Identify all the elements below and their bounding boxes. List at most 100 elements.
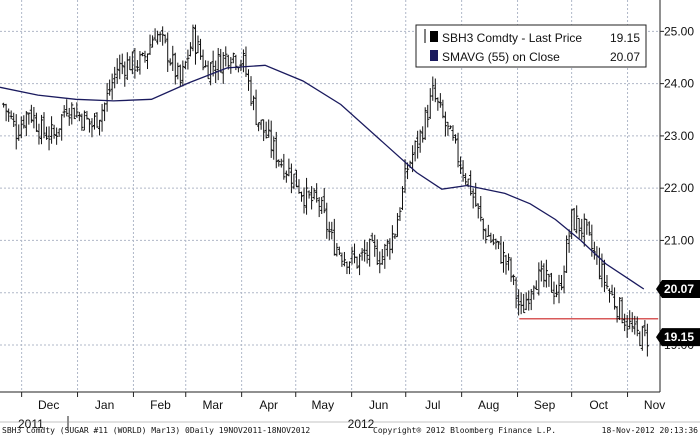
x-month-label: Feb (150, 398, 171, 412)
ohlc-bar (113, 66, 117, 89)
ohlc-bar (52, 124, 56, 139)
ohlc-bar (421, 126, 425, 143)
smavg-series (0, 64, 645, 290)
ohlc-bar (496, 240, 501, 250)
ohlc-bar (49, 116, 54, 144)
ohlc-bar (92, 113, 97, 130)
ohlc-bar (638, 331, 642, 347)
footer-right: 18-Nov-2012 20:13:36 (602, 426, 699, 435)
ohlc-bar (221, 52, 225, 84)
x-year-label: 2012 (348, 417, 375, 431)
ohlc-bar (438, 93, 442, 108)
ohlc-bar (592, 241, 596, 260)
ohlc-bar (340, 252, 344, 267)
ohlc-bar (610, 284, 614, 296)
ohlc-bar (100, 103, 104, 132)
ohlc-bar (385, 239, 389, 257)
ohlc-bar (272, 136, 276, 160)
ohlc-bar (27, 112, 31, 125)
legend-price-value: 19.15 (610, 31, 640, 45)
legend-price-label: SBH3 Comdty - Last Price (442, 31, 582, 45)
ohlc-bar (12, 112, 16, 127)
ohlc-bar (196, 35, 200, 54)
ohlc-bar (549, 272, 554, 293)
ohlc-bar (537, 262, 541, 296)
ohlc-bar (171, 45, 175, 72)
ohlc-bar (191, 24, 195, 52)
ohlc-bar (643, 320, 647, 337)
legend: SBH3 Comdty - Last Price 19.15 SMAVG (55… (415, 24, 647, 68)
ohlc-bar (70, 102, 74, 125)
ohlc-bar (585, 218, 589, 235)
ohlc-bar (612, 287, 617, 310)
ohlc-bar (446, 121, 450, 136)
ohlc-bar (173, 52, 177, 85)
ohlc-bar (315, 183, 319, 203)
ohlc-bar (552, 281, 556, 305)
ohlc-bar (269, 120, 273, 158)
x-month-label: Oct (589, 398, 608, 412)
ohlc-bar (426, 104, 430, 128)
ohlc-bar (509, 257, 513, 282)
ohlc-bar (29, 104, 33, 123)
ohlc-bar (456, 132, 460, 168)
ohlc-bar (19, 116, 23, 139)
ohlc-bar (47, 126, 51, 151)
ohlc-bar (244, 46, 248, 77)
ohlc-bar (115, 58, 119, 84)
ohlc-bar (630, 312, 634, 333)
ohlc-bar (532, 285, 536, 300)
ohlc-bar (347, 261, 352, 275)
ohlc-bar (105, 82, 109, 112)
ohlc-bar (304, 177, 309, 215)
ohlc-bar (607, 288, 612, 303)
x-month-label: Nov (644, 398, 665, 412)
ohlc-bar (282, 153, 286, 180)
ohlc-bar (24, 111, 28, 137)
ohlc-bar (436, 97, 440, 111)
ohlc-bar (365, 242, 369, 264)
ohlc-bar (150, 35, 155, 48)
ohlc-bar (325, 202, 329, 239)
ohlc-bar (605, 275, 609, 290)
ohlc-bar (249, 76, 253, 106)
ohlc-bar (368, 238, 372, 267)
ohlc-bar (504, 254, 508, 275)
ohlc-bar (22, 115, 26, 129)
ohlc-bar (476, 203, 480, 219)
ohlc-bar (72, 107, 76, 120)
ohlc-bar (80, 113, 84, 131)
ohlc-bar (398, 207, 402, 221)
last-value-tags: 20.07 19.15 (656, 280, 700, 347)
ohlc-bar (575, 205, 579, 234)
ohlc-bar (231, 52, 235, 64)
ohlc-bar (284, 170, 288, 183)
ohlc-bar (241, 49, 246, 73)
ohlc-bar (85, 110, 89, 120)
ohlc-bar (620, 297, 624, 324)
ohlc-bar (168, 58, 172, 66)
ohlc-bar (176, 62, 180, 80)
legend-smavg-value: 20.07 (610, 50, 640, 64)
ohlc-bar (82, 110, 86, 131)
ohlc-bar (90, 118, 94, 138)
ohlc-bar (42, 112, 46, 139)
ohlc-bar (226, 54, 230, 70)
y-tick-label: 25.00 (664, 24, 694, 38)
ohlc-bar (547, 273, 551, 287)
smavg-line (0, 64, 645, 290)
ohlc-bar (481, 218, 485, 240)
ohlc-bar (279, 158, 283, 168)
ohlc-bar (211, 50, 215, 77)
x-month-label: Jul (425, 398, 440, 412)
footer-left: SBH3 Comdty (SUGAR #11 (WORLD) Mar13) 0D… (2, 426, 310, 435)
ohlc-bar (400, 186, 405, 211)
ohlc-bar (166, 32, 170, 72)
ohlc-bar (645, 323, 649, 357)
ohlc-bar (514, 277, 518, 309)
ohlc-bar (464, 173, 468, 185)
ohlc-bar (75, 102, 79, 118)
ohlc-bar (441, 99, 445, 119)
ohlc-bar (484, 228, 488, 244)
